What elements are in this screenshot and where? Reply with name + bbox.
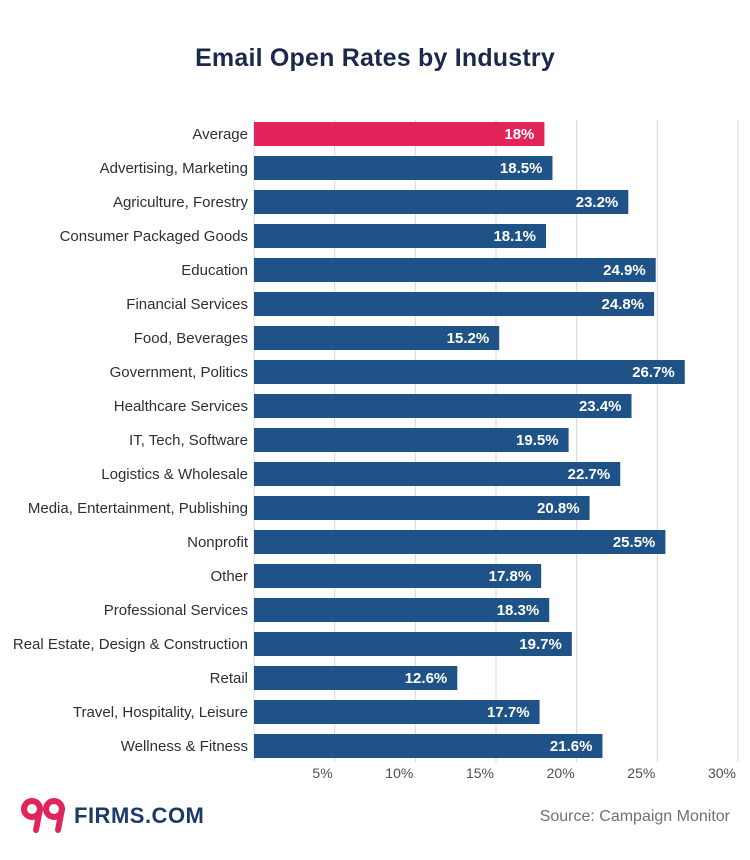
logo-99-icon — [20, 796, 70, 836]
x-tick-label: 5% — [312, 765, 332, 781]
bar-value-label: 12.6% — [405, 670, 448, 687]
category-label: IT, Tech, Software — [129, 432, 248, 449]
category-label: Average — [192, 126, 248, 143]
category-label: Media, Entertainment, Publishing — [28, 500, 248, 517]
bar-value-label: 18% — [504, 126, 534, 143]
category-label: Education — [181, 262, 248, 279]
category-label: Healthcare Services — [114, 398, 248, 415]
bar-14 — [254, 564, 542, 588]
x-tick-label: 25% — [627, 765, 655, 781]
category-label: Logistics & Wholesale — [101, 466, 248, 483]
bar-18 — [254, 700, 540, 724]
bar-12 — [254, 496, 590, 520]
bar-value-label: 18.5% — [500, 160, 543, 177]
category-label: Nonprofit — [187, 534, 249, 551]
x-tick-label: 30% — [708, 765, 736, 781]
chart-title: Email Open Rates by Industry — [195, 44, 555, 72]
bar-10 — [254, 428, 569, 452]
category-label: Real Estate, Design & Construction — [13, 636, 248, 653]
category-label: Retail — [210, 670, 248, 687]
source-credit: Source: Campaign Monitor — [539, 808, 730, 825]
bar-value-label: 17.8% — [489, 568, 532, 585]
x-tick-label: 10% — [385, 765, 413, 781]
category-label: Consumer Packaged Goods — [60, 228, 248, 245]
bar-17 — [254, 666, 458, 690]
bar-9 — [254, 394, 632, 418]
bar-8 — [254, 360, 685, 384]
bar-value-label: 22.7% — [568, 466, 611, 483]
category-label: Professional Services — [104, 602, 248, 619]
category-label: Agriculture, Forestry — [113, 194, 249, 211]
bar-chart: 5% 10% 15% 20% 25% 30% Average 18% Advertising, … — [13, 120, 739, 781]
category-label: Food, Beverages — [134, 330, 248, 347]
bar-19 — [254, 734, 603, 758]
x-tick-label: 15% — [466, 765, 494, 781]
logo-text: FIRMS.COM — [74, 803, 205, 828]
category-label: Travel, Hospitality, Leisure — [73, 704, 248, 721]
bar-16 — [254, 632, 572, 656]
bar-3 — [254, 190, 629, 214]
bar-value-label: 19.5% — [516, 432, 559, 449]
bar-15 — [254, 598, 550, 622]
brand-logo: FIRMS.COM — [20, 794, 204, 838]
bar-value-label: 18.1% — [493, 228, 536, 245]
bar-value-label: 26.7% — [632, 364, 675, 381]
category-label: Government, Politics — [110, 364, 248, 381]
bar-value-label: 21.6% — [550, 738, 593, 755]
category-label: Advertising, Marketing — [100, 160, 248, 177]
bar-13 — [254, 530, 666, 554]
category-label: Financial Services — [126, 296, 248, 313]
bar-value-label: 18.3% — [497, 602, 540, 619]
bar-value-label: 23.4% — [579, 398, 622, 415]
bar-value-label: 24.8% — [602, 296, 645, 313]
bar-4 — [254, 224, 547, 248]
x-tick-label: 20% — [547, 765, 575, 781]
bar-value-label: 23.2% — [576, 194, 619, 211]
bar-6 — [254, 292, 655, 316]
bar-value-label: 25.5% — [613, 534, 656, 551]
bar-value-label: 20.8% — [537, 500, 580, 517]
bar-value-label: 15.2% — [447, 330, 490, 347]
bar-7 — [254, 326, 500, 350]
bar-2 — [254, 156, 553, 180]
category-label: Other — [210, 568, 248, 585]
bar-5 — [254, 258, 656, 282]
bar-1 — [254, 122, 545, 146]
bar-value-label: 19.7% — [519, 636, 562, 653]
bar-value-label: 24.9% — [603, 262, 646, 279]
bar-11 — [254, 462, 621, 486]
bar-value-label: 17.7% — [487, 704, 530, 721]
category-label: Wellness & Fitness — [121, 738, 248, 755]
